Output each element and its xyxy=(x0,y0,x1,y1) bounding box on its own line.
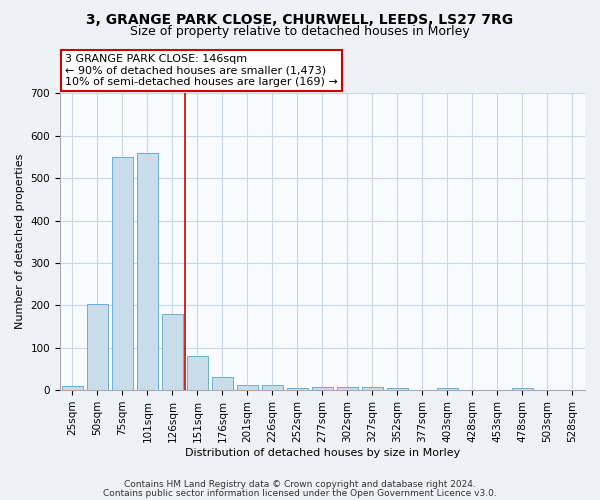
Y-axis label: Number of detached properties: Number of detached properties xyxy=(15,154,25,330)
Bar xyxy=(137,152,158,390)
Bar xyxy=(187,356,208,390)
Bar xyxy=(87,304,108,390)
Bar xyxy=(62,386,83,390)
Text: Size of property relative to detached houses in Morley: Size of property relative to detached ho… xyxy=(130,25,470,38)
Bar xyxy=(162,314,183,390)
Bar xyxy=(362,386,383,390)
Bar xyxy=(312,386,333,390)
Bar xyxy=(512,388,533,390)
Text: 3 GRANGE PARK CLOSE: 146sqm
← 90% of detached houses are smaller (1,473)
10% of : 3 GRANGE PARK CLOSE: 146sqm ← 90% of det… xyxy=(65,54,338,88)
Text: 3, GRANGE PARK CLOSE, CHURWELL, LEEDS, LS27 7RG: 3, GRANGE PARK CLOSE, CHURWELL, LEEDS, L… xyxy=(86,12,514,26)
Bar xyxy=(337,386,358,390)
Bar xyxy=(387,388,408,390)
Bar xyxy=(437,388,458,390)
X-axis label: Distribution of detached houses by size in Morley: Distribution of detached houses by size … xyxy=(185,448,460,458)
Bar xyxy=(287,388,308,390)
Bar xyxy=(237,384,258,390)
Bar xyxy=(262,385,283,390)
Bar xyxy=(212,378,233,390)
Text: Contains public sector information licensed under the Open Government Licence v3: Contains public sector information licen… xyxy=(103,490,497,498)
Bar xyxy=(112,157,133,390)
Text: Contains HM Land Registry data © Crown copyright and database right 2024.: Contains HM Land Registry data © Crown c… xyxy=(124,480,476,489)
